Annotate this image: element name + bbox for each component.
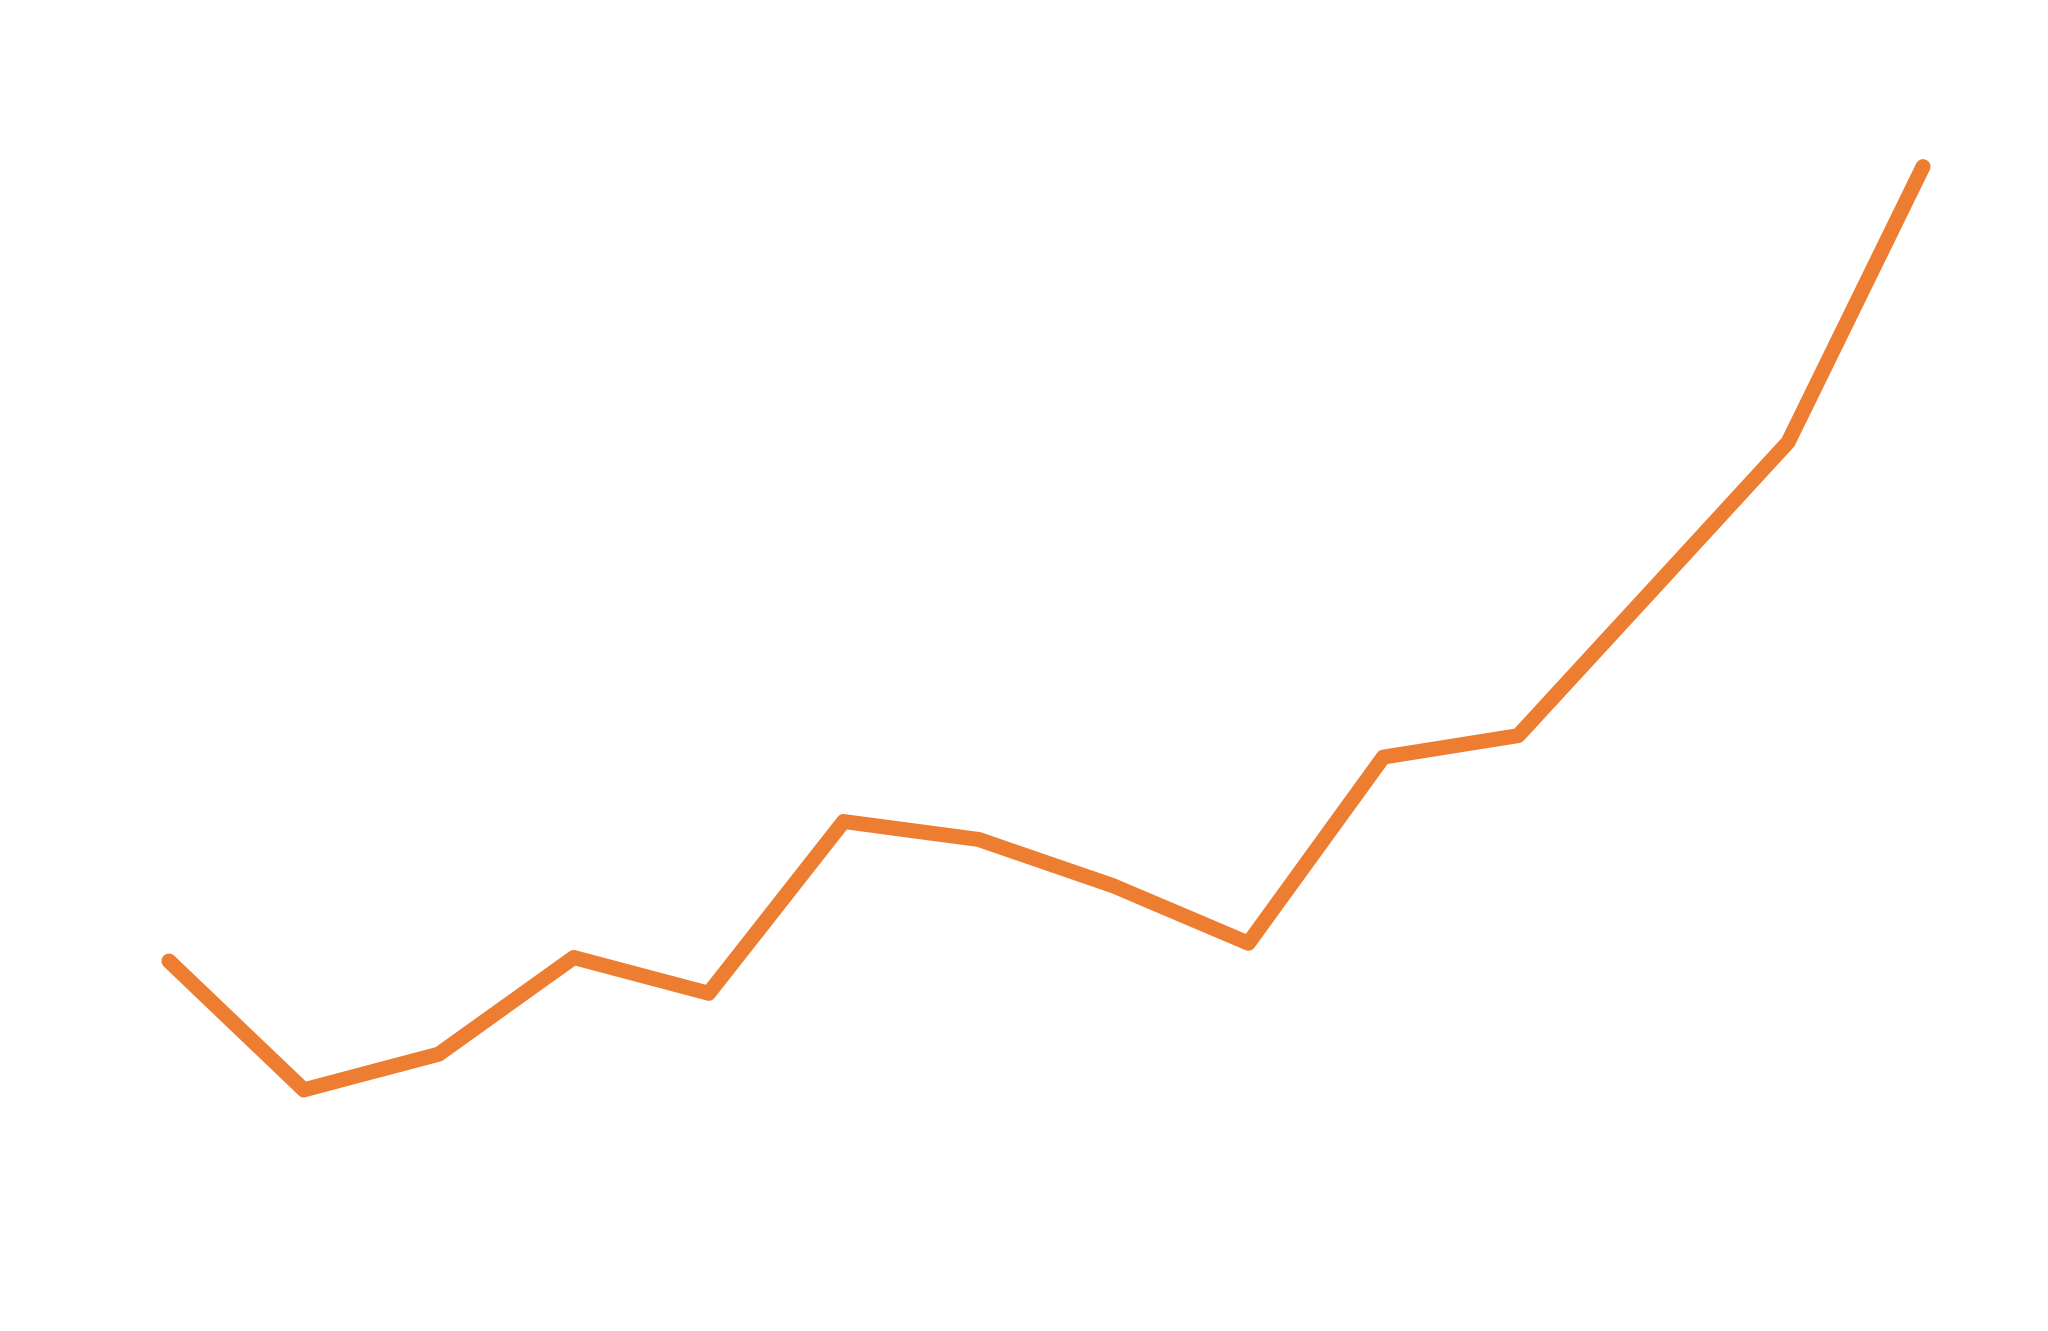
data-point-10 <box>1376 750 1391 765</box>
series-layer <box>161 159 1931 1098</box>
data-point-11 <box>1511 728 1526 743</box>
data-point-7 <box>971 832 986 847</box>
data-point-12 <box>1646 581 1661 596</box>
data-point-2 <box>296 1082 311 1097</box>
data-point-3 <box>431 1047 446 1062</box>
data-point-9 <box>1241 936 1256 951</box>
data-point-8 <box>1106 878 1121 893</box>
data-point-13 <box>1781 435 1796 450</box>
data-point-14 <box>1916 159 1930 174</box>
data-point-1 <box>162 954 176 969</box>
series-line-1 <box>161 159 1931 1098</box>
data-point-4 <box>566 950 581 965</box>
data-point-6 <box>836 814 851 829</box>
data-point-5 <box>701 986 716 1001</box>
